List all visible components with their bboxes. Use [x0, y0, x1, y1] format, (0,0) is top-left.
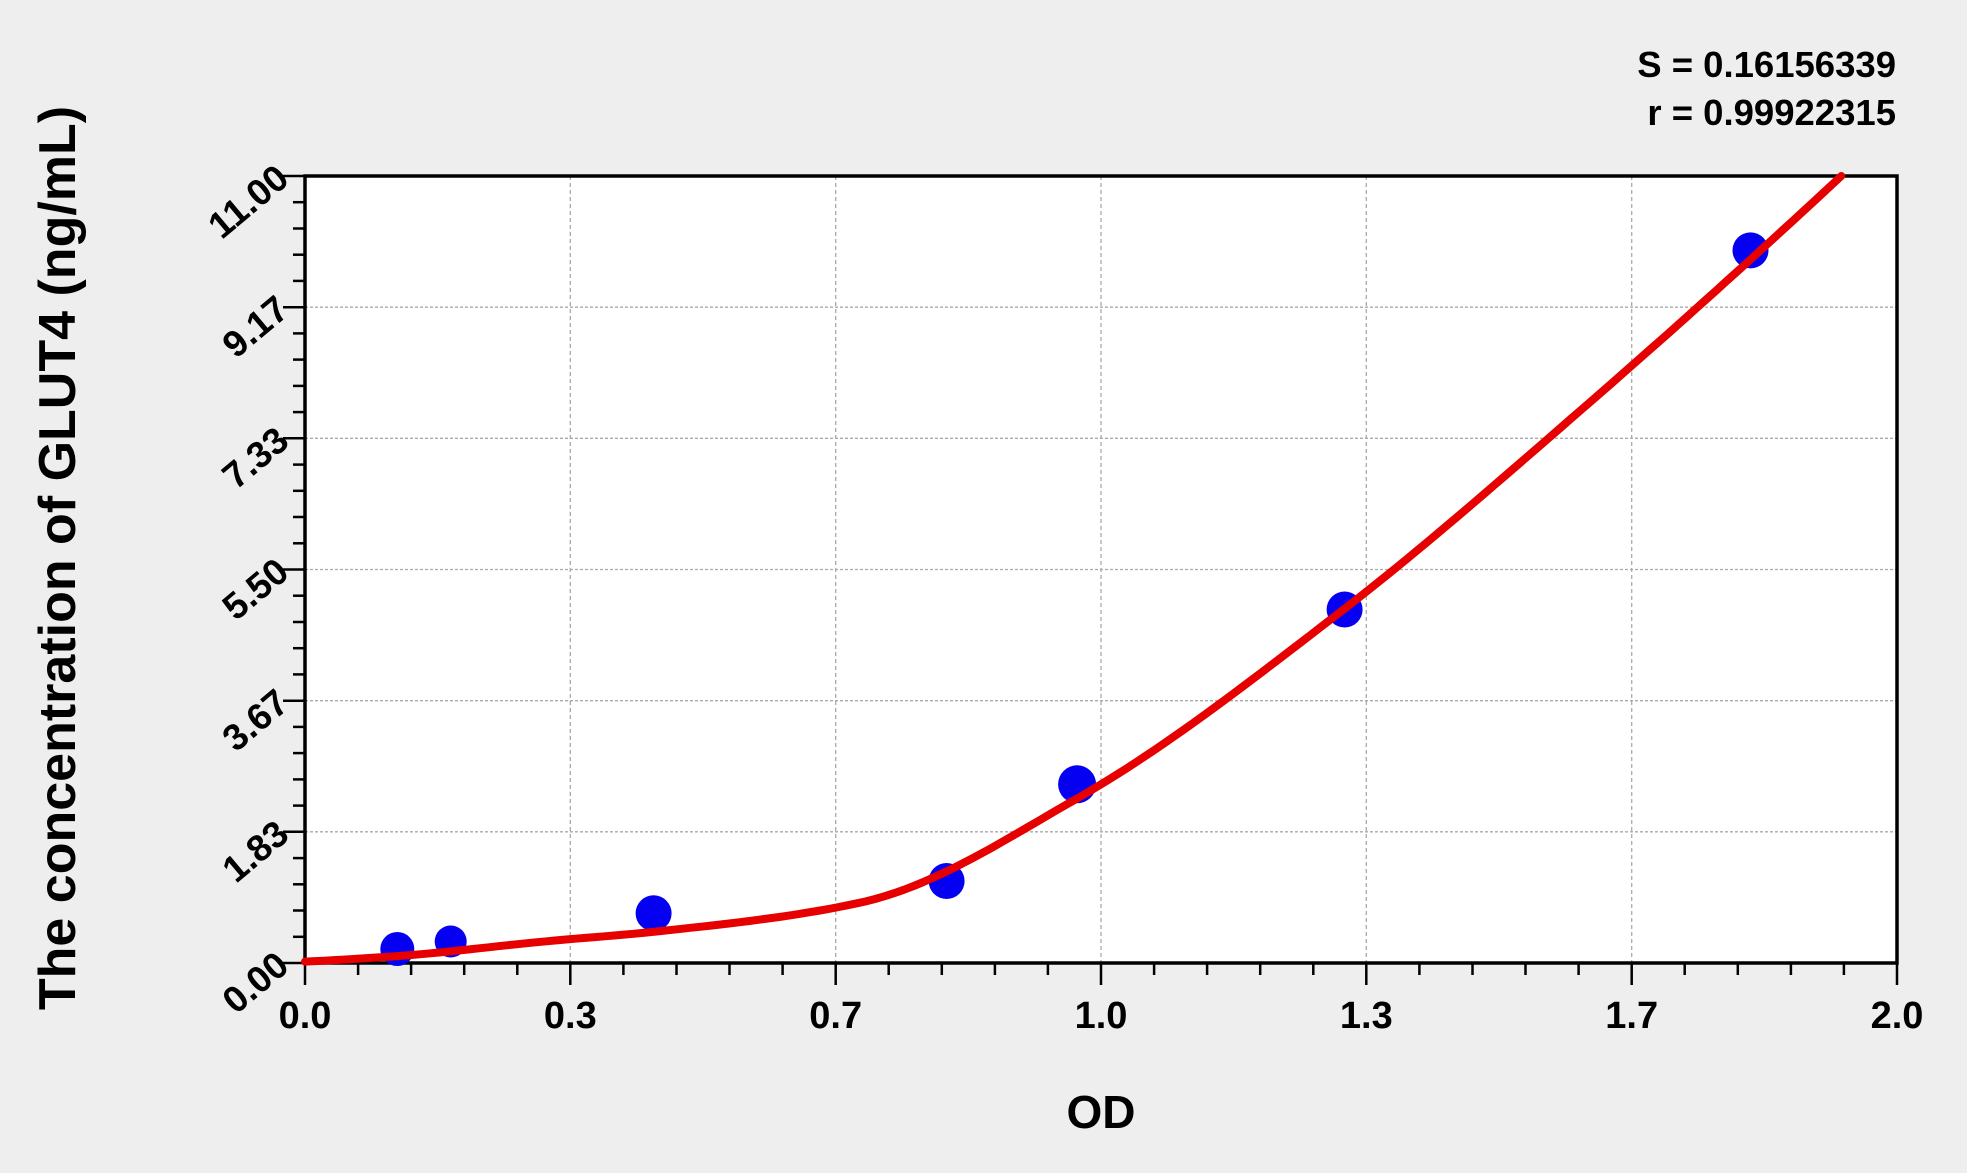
svg-text:OD: OD — [1067, 1086, 1136, 1138]
svg-text:0.3: 0.3 — [544, 995, 597, 1037]
svg-text:0.7: 0.7 — [809, 995, 862, 1037]
svg-text:S = 0.16156339: S = 0.16156339 — [1637, 44, 1896, 85]
svg-text:r = 0.99922315: r = 0.99922315 — [1647, 92, 1896, 133]
svg-text:2.0: 2.0 — [1871, 995, 1924, 1037]
svg-text:1.7: 1.7 — [1605, 995, 1658, 1037]
svg-text:0.0: 0.0 — [279, 995, 332, 1037]
svg-text:1.0: 1.0 — [1075, 995, 1128, 1037]
svg-text:The concentration of GLUT4 (n: The concentration of GLUT4 (ng/mL) — [29, 106, 87, 1010]
svg-text:1.3: 1.3 — [1340, 995, 1393, 1037]
